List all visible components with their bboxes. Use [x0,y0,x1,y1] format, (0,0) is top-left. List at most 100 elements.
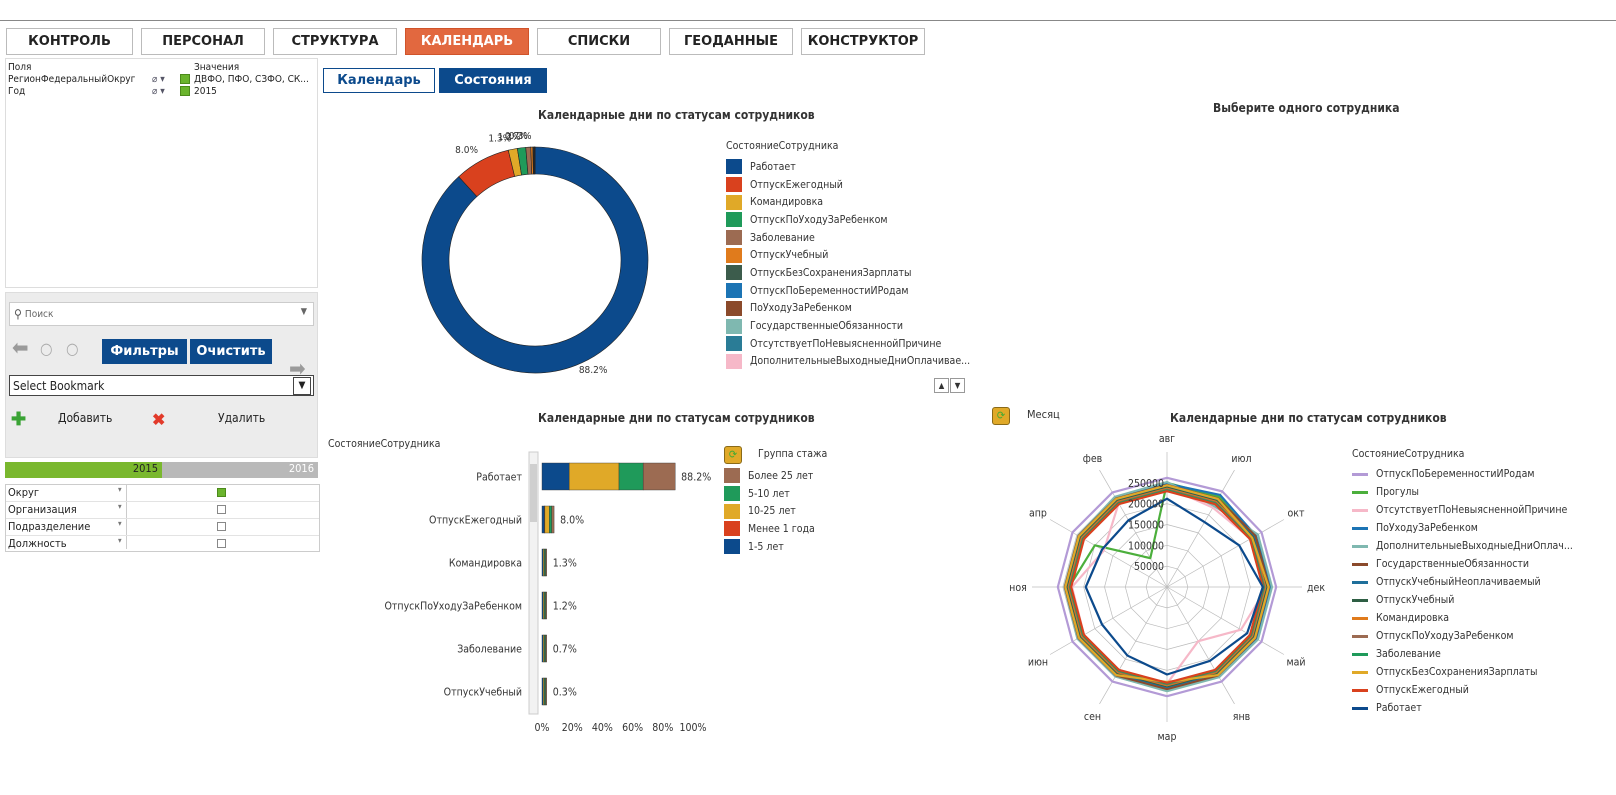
add-icon[interactable]: ✚ [11,409,27,429]
checkbox[interactable] [217,522,226,531]
tab-personnel[interactable]: ПЕРСОНАЛ [141,28,265,55]
year-slider[interactable]: 2015 2016 [5,462,318,478]
bar-segment[interactable] [551,505,555,534]
refresh-icon[interactable]: ⟳ [992,407,1010,425]
tab-structure[interactable]: СТРУКТУРА [273,28,397,55]
legend-item[interactable]: ОтпускБезСохраненияЗарплаты [1352,663,1573,681]
back-arrow-icon[interactable]: ⬅ [12,336,29,361]
legend-item[interactable]: ДополнительныеВыходныеДниОплач... [1352,537,1573,555]
legend-item[interactable]: ОтпускЕжегодный [726,176,970,194]
legend-item[interactable]: Заболевание [1352,645,1573,663]
bar-segment[interactable] [541,505,545,534]
scrollbar[interactable] [528,451,539,715]
clear-button[interactable]: Очистить [190,339,272,364]
legend-item[interactable]: ОтпускЕжегодный [1352,681,1573,699]
legend-item[interactable]: ОтпускУчебный [726,246,970,264]
bar-segment[interactable] [545,591,548,620]
legend-item[interactable]: ОтсутствуетПоНевыясненнойПричине [726,335,970,353]
dimension-selectors: Округ ▾ Организация ▾ Подразделение ▾ До… [5,484,320,552]
selector-row[interactable]: Организация ▾ [6,502,319,519]
checkbox[interactable] [217,539,226,548]
legend-item[interactable]: Работает [726,158,970,176]
legend-item[interactable]: Заболевание [726,229,970,247]
legend-item[interactable]: 1-5 лет [724,538,815,556]
bar-segment[interactable] [549,505,552,534]
legend-item[interactable]: ПоУходуЗаРебенком [726,300,970,318]
subtab-calendar[interactable]: Календарь [323,68,435,93]
selector-row[interactable]: Подразделение ▾ [6,519,319,536]
radar-axis-label: дек [1307,582,1325,594]
delete-bookmark-button[interactable]: Удалить [218,411,266,425]
tab-lists[interactable]: СПИСКИ [537,28,661,55]
delete-icon[interactable]: ✖ [152,412,166,429]
chevron-down-icon[interactable]: ▾ [118,502,122,511]
legend-swatch [724,539,740,555]
bar-segment[interactable] [541,462,570,491]
legend-item[interactable]: Прогулы [1352,483,1573,501]
legend-item[interactable]: Менее 1 года [724,520,815,538]
donut-chart-title: Календарные дни по статусам сотрудников [538,108,815,122]
legend-item[interactable]: Работает [1352,699,1573,717]
legend-item[interactable]: 5-10 лет [724,485,815,503]
legend-item[interactable]: ГосударственныеОбязанности [1352,555,1573,573]
chevron-down-icon[interactable]: ▾ [118,519,122,528]
radar-series-line[interactable] [1070,490,1264,684]
checkbox-checked[interactable] [217,488,226,497]
radar-axis-label: июн [1028,657,1048,669]
tab-calendar[interactable]: КАЛЕНДАРЬ [405,28,529,55]
chevron-down-icon[interactable]: ▾ [118,536,122,545]
tab-geodata[interactable]: ГЕОДАННЫЕ [669,28,793,55]
bar-segment[interactable] [618,462,644,491]
legend-item[interactable]: ГосударственныеОбязанности [726,317,970,335]
legend-scroll-down-icon[interactable]: ▼ [950,378,965,393]
search-box[interactable]: ⚲ Поиск ▼ [9,302,314,326]
selector-row[interactable]: Должность ▾ [6,536,319,552]
legend-scroll-up-icon[interactable]: ▲ [934,378,949,393]
filters-button[interactable]: Фильтры [102,339,187,364]
tab-control[interactable]: КОНТРОЛЬ [6,28,133,55]
refresh-icon[interactable]: ⟳ [724,446,742,464]
eraser-icon[interactable]: ⌀ ▾ [152,86,165,97]
legend-item[interactable]: ОтпускУчебныйНеоплачиваемый [1352,573,1573,591]
year-2015[interactable]: 2015 [5,462,162,478]
legend-item[interactable]: ОтпускПоБеременностиИРодам [1352,465,1573,483]
legend-item[interactable]: Командировка [1352,609,1573,627]
lock-icon[interactable]: ○ [40,339,53,358]
add-bookmark-button[interactable]: Добавить [58,411,113,425]
chevron-down-icon[interactable]: ▼ [293,377,311,395]
subtab-states[interactable]: Состояния [439,68,547,93]
selector-row[interactable]: Округ ▾ [6,485,319,502]
legend-item[interactable]: ОтпускПоБеременностиИРодам [726,282,970,300]
bookmark-select[interactable]: Select Bookmark ▼ [9,375,314,396]
bar-segment[interactable] [545,677,548,706]
legend-item[interactable]: ОтпускБезСохраненияЗарплаты [726,264,970,282]
checkbox[interactable] [217,505,226,514]
legend-item[interactable]: 10-25 лет [724,502,815,520]
bar-segment[interactable] [544,505,550,534]
unlock-icon[interactable]: ○ [66,339,79,358]
legend-item[interactable]: ОтпускПоУходуЗаРебенком [1352,627,1573,645]
legend-item[interactable]: ОтсутствуетПоНевыясненнойПричине [1352,501,1573,519]
donut-slice[interactable] [421,146,649,374]
bar-segment[interactable] [642,462,676,491]
legend-item[interactable]: Более 25 лет [724,467,815,485]
tab-constructor[interactable]: КОНСТРУКТОР [801,28,925,55]
scrollbar-thumb[interactable] [530,464,537,522]
search-input[interactable]: Поиск [24,308,54,320]
year-2016[interactable]: 2016 [162,462,318,478]
eraser-icon[interactable]: ⌀ ▾ [152,74,165,85]
bar-segment[interactable] [545,634,548,663]
radar-series-line[interactable] [1084,497,1264,676]
legend-item[interactable]: ПоУходуЗаРебенком [1352,519,1573,537]
radar-series-line[interactable] [1056,476,1278,698]
legend-item[interactable]: ОтпускПоУходуЗаРебенком [726,211,970,229]
legend-item[interactable]: ДополнительныеВыходныеДниОплачивае... [726,353,970,371]
value-year[interactable]: 2015 [194,86,217,97]
legend-item[interactable]: Командировка [726,193,970,211]
bar-segment[interactable] [545,548,548,577]
chevron-down-icon[interactable]: ▾ [118,485,122,494]
legend-item[interactable]: ОтпускУчебный [1352,591,1573,609]
chevron-down-icon[interactable]: ▼ [300,307,307,317]
bar-segment[interactable] [568,462,620,491]
value-region[interactable]: ДВФО, ПФО, СЗФО, СК... [194,74,309,85]
